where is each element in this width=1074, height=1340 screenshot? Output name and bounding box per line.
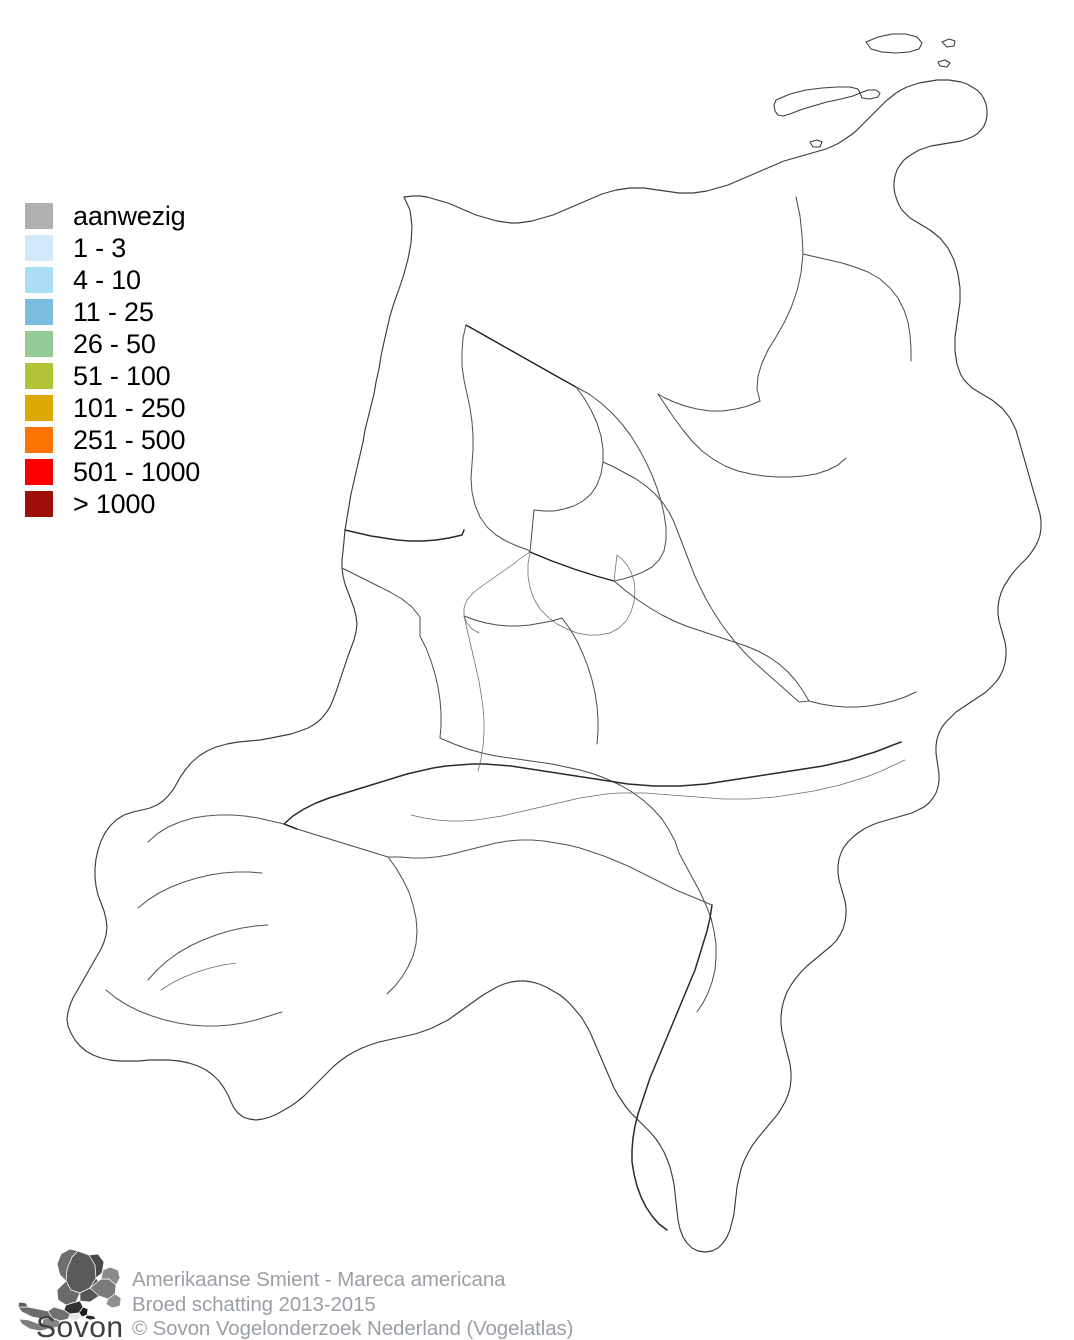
markermeer-shore bbox=[527, 551, 636, 636]
legend-swatch-aanwezig bbox=[25, 203, 53, 229]
afsluitdijk bbox=[465, 324, 577, 388]
boundary-ketelmeer bbox=[602, 461, 675, 523]
noordzeekanaal bbox=[344, 529, 465, 542]
legend-label: 251 - 500 bbox=[73, 425, 186, 455]
caption-survey: Broed schatting 2013-2015 bbox=[132, 1292, 376, 1316]
river-waal bbox=[406, 741, 902, 787]
legend-swatch-over-1000 bbox=[25, 491, 53, 517]
sovon-logo: Sovon bbox=[16, 1245, 128, 1340]
river-lek bbox=[410, 759, 906, 822]
boundary-overijssel-gelderland bbox=[613, 580, 810, 702]
netherlands-national-outline bbox=[67, 80, 1041, 1252]
island-schiermonnikoog bbox=[865, 33, 923, 54]
swallow-bird-icon: Sovon bbox=[17, 1248, 124, 1340]
caption-copyright: © Sovon Vogelonderzoek Nederland (Vogela… bbox=[132, 1317, 574, 1340]
legend-label: 11 - 25 bbox=[73, 297, 154, 327]
boundary-gelderland-brabant bbox=[439, 737, 680, 854]
legend-label: 51 - 100 bbox=[73, 361, 171, 391]
boundary-brabant-limburg bbox=[678, 852, 717, 1013]
boundary-utrecht-zuidholland bbox=[419, 635, 442, 739]
legend-label: 26 - 50 bbox=[73, 329, 156, 359]
zeeland-delta-group bbox=[105, 814, 285, 1027]
legend-swatch-11-25 bbox=[25, 299, 53, 325]
legend-swatch-4-10 bbox=[25, 267, 53, 293]
boundary-zeeland-brabant bbox=[386, 856, 418, 995]
boundary-utrecht-gelderland bbox=[561, 617, 599, 745]
legend-item: > 1000 bbox=[25, 488, 325, 520]
boundary-groningen-friesland bbox=[756, 196, 804, 402]
river-maas-brabant bbox=[387, 839, 713, 906]
legend-swatch-101-250 bbox=[25, 395, 53, 421]
veerse-meer bbox=[160, 962, 237, 991]
legend-item: 51 - 100 bbox=[25, 360, 325, 392]
oosterschelde bbox=[147, 924, 269, 981]
boundary-drenthe-overijssel bbox=[657, 393, 847, 478]
island-engelsmanplaat bbox=[809, 139, 823, 148]
legend-label: 101 - 250 bbox=[73, 393, 186, 423]
sovon-wordmark: Sovon bbox=[36, 1311, 124, 1340]
legend-swatch-1-3 bbox=[25, 235, 53, 261]
boundary-noordoostpolder bbox=[529, 386, 604, 553]
boundary-groningen-drenthe bbox=[802, 253, 912, 362]
legend-item: aanwezig bbox=[25, 200, 325, 232]
river-ijssel bbox=[673, 521, 810, 703]
boundary-achterhoek bbox=[808, 691, 917, 708]
legend-swatch-501-1000 bbox=[25, 459, 53, 485]
legend-item: 101 - 250 bbox=[25, 392, 325, 424]
legend-swatch-26-50 bbox=[25, 331, 53, 357]
map-footer: Sovon Amerikaanse Smient - Mareca americ… bbox=[0, 1243, 1074, 1340]
boundary-zuidholland-noordholland bbox=[341, 567, 421, 637]
boundary-friesland-drenthe bbox=[657, 393, 761, 412]
map-legend: aanwezig 1 - 3 4 - 10 11 - 25 26 - 50 51… bbox=[25, 200, 325, 520]
amsterdam-rijnkanaal bbox=[463, 615, 485, 772]
legend-item: 26 - 50 bbox=[25, 328, 325, 360]
haringvliet bbox=[147, 814, 285, 843]
legend-label: > 1000 bbox=[73, 489, 156, 519]
map-caption: Amerikaanse Smient - Mareca americana Br… bbox=[132, 1268, 1032, 1340]
houtribdijk bbox=[529, 551, 615, 582]
island-rottumerplaat bbox=[941, 38, 956, 48]
legend-swatch-51-100 bbox=[25, 363, 53, 389]
island-ameland bbox=[773, 86, 861, 117]
boundary-zuidholland-zeeland bbox=[296, 828, 389, 858]
gooimeer-eemmeer bbox=[463, 551, 531, 634]
caption-species: Amerikaanse Smient - Mareca americana bbox=[132, 1268, 506, 1291]
grevelingen bbox=[137, 871, 263, 909]
legend-label: aanwezig bbox=[73, 201, 186, 231]
legend-item: 1 - 3 bbox=[25, 232, 325, 264]
province-boundaries-group bbox=[296, 196, 917, 1013]
legend-item: 11 - 25 bbox=[25, 296, 325, 328]
westerschelde bbox=[105, 989, 283, 1027]
boundary-noordholland-utrecht bbox=[463, 615, 563, 627]
legend-label: 4 - 10 bbox=[73, 265, 141, 295]
legend-label: 501 - 1000 bbox=[73, 457, 201, 487]
island-rottumeroog bbox=[937, 59, 951, 68]
legend-label: 1 - 3 bbox=[73, 233, 127, 263]
rivers-group bbox=[283, 521, 906, 1231]
legend-swatch-251-500 bbox=[25, 427, 53, 453]
island-ameland-east bbox=[859, 89, 881, 100]
river-nieuwe-maas bbox=[283, 773, 408, 830]
legend-item: 251 - 500 bbox=[25, 424, 325, 456]
legend-item: 4 - 10 bbox=[25, 264, 325, 296]
legend-item: 501 - 1000 bbox=[25, 456, 325, 488]
river-maas-limburg bbox=[631, 904, 713, 1231]
ijsselmeer-shore-west bbox=[461, 324, 531, 553]
